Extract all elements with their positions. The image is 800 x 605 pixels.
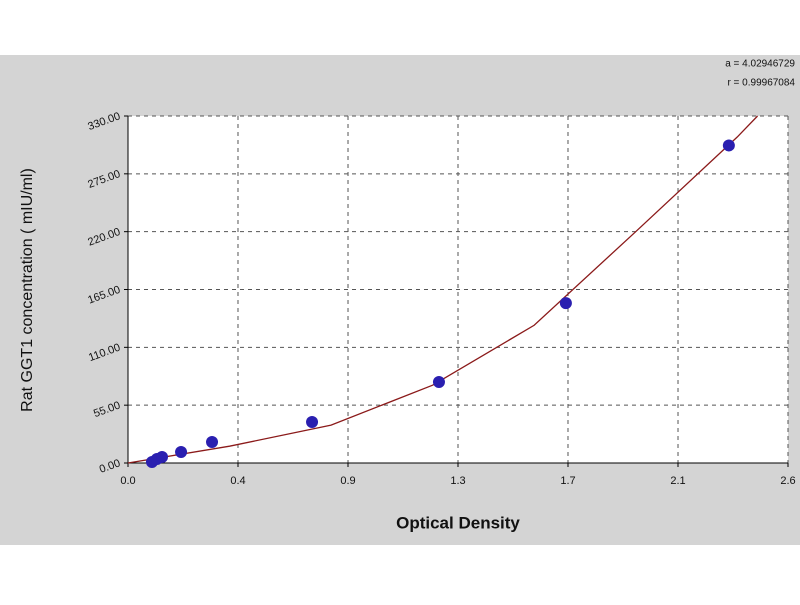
point [722,139,735,152]
x-tick-label: 0.4 [230,475,245,487]
x-tick-label: 1.3 [450,475,465,487]
x-tick-label: 2.6 [780,475,795,487]
point [206,435,219,448]
point [175,445,188,458]
point [156,451,169,464]
point [432,376,445,389]
annotation: a = 4.02946729 [725,59,795,70]
y-axis-label: Rat GGT1 concentration ( mIU/ml) [19,168,36,412]
x-axis-label: Optical Density [396,513,520,532]
fit-curve [127,115,759,464]
annotation: r = 0.99967084 [727,78,795,89]
x-tick-label: 0.0 [120,475,135,487]
x-tick-label: 1.7 [560,475,575,487]
x-tick-label: 0.9 [340,475,355,487]
point [306,415,319,428]
x-tick-label: 2.1 [670,475,685,487]
point [559,297,572,310]
